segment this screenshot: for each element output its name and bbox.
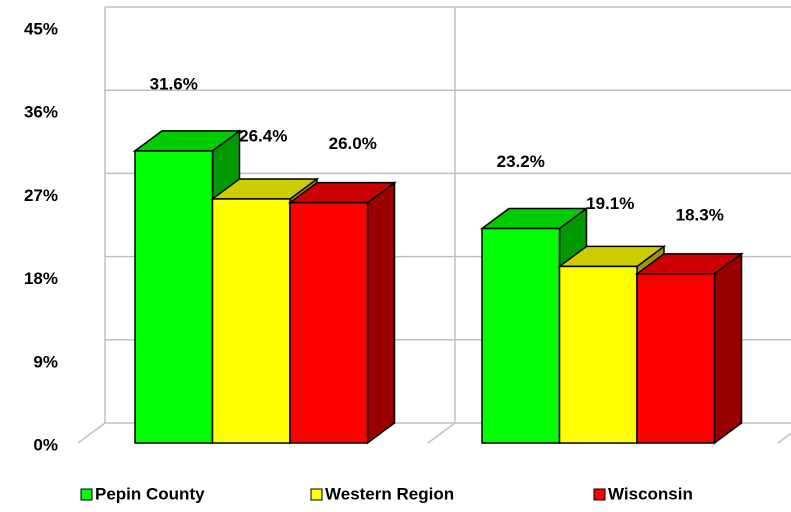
legend-label: Western Region [325, 484, 454, 503]
y-tick-label: 36% [24, 103, 58, 122]
y-tick-label: 27% [24, 186, 58, 205]
bar [211, 198, 291, 444]
legend-swatch [80, 488, 93, 501]
value-label: 18.3% [676, 205, 724, 224]
bar [134, 150, 214, 444]
legend-label: Pepin County [95, 484, 205, 503]
bar-side [713, 252, 743, 445]
floor-line [427, 422, 456, 444]
value-label: 31.6% [150, 74, 198, 93]
bar [289, 201, 369, 444]
floor-line [777, 432, 791, 444]
legend-swatch [593, 488, 606, 501]
y-tick-label: 0% [33, 435, 58, 454]
y-tick-label: 45% [24, 19, 58, 38]
legend-label: Wisconsin [608, 484, 693, 503]
bar-side [366, 181, 396, 445]
value-label: 23.2% [497, 152, 545, 171]
value-label: 26.4% [239, 126, 287, 145]
y-tick-label: 18% [24, 269, 58, 288]
bar [636, 273, 716, 444]
bar [481, 227, 561, 444]
value-label: 19.1% [586, 194, 634, 213]
floor-line [77, 422, 106, 444]
legend-swatch [310, 488, 323, 501]
y-tick-label: 9% [33, 352, 58, 371]
value-label: 26.0% [329, 134, 377, 153]
bar [558, 265, 638, 444]
